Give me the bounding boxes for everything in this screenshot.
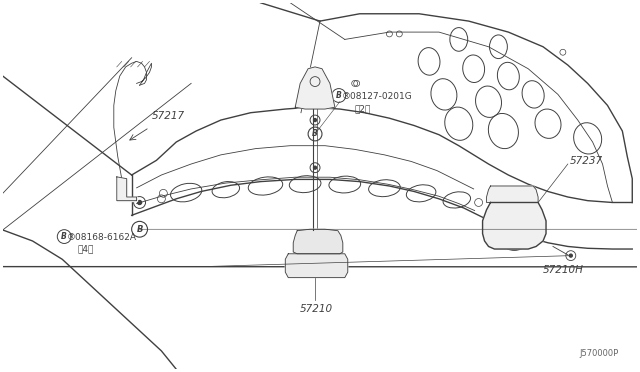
Polygon shape bbox=[483, 202, 546, 249]
Text: B: B bbox=[336, 91, 342, 100]
Text: 57210: 57210 bbox=[300, 304, 333, 314]
Text: ®08168-6162A: ®08168-6162A bbox=[67, 233, 137, 242]
Text: 〈2〉: 〈2〉 bbox=[355, 105, 371, 113]
Text: 57210H: 57210H bbox=[543, 264, 584, 275]
Circle shape bbox=[138, 201, 141, 205]
Text: B: B bbox=[312, 129, 318, 138]
Text: J570000P: J570000P bbox=[579, 349, 618, 358]
Circle shape bbox=[570, 254, 572, 257]
Circle shape bbox=[314, 119, 317, 122]
Text: 〈4〉: 〈4〉 bbox=[77, 244, 93, 254]
Text: B: B bbox=[136, 225, 143, 234]
Polygon shape bbox=[285, 254, 348, 278]
Polygon shape bbox=[116, 177, 136, 201]
Polygon shape bbox=[293, 229, 343, 254]
Text: 57237: 57237 bbox=[570, 156, 603, 166]
Text: ®08127-0201G: ®08127-0201G bbox=[342, 92, 413, 101]
Polygon shape bbox=[295, 67, 335, 109]
Polygon shape bbox=[486, 186, 538, 202]
Circle shape bbox=[314, 166, 317, 169]
Text: B: B bbox=[61, 232, 67, 241]
Text: 57217: 57217 bbox=[152, 111, 184, 121]
